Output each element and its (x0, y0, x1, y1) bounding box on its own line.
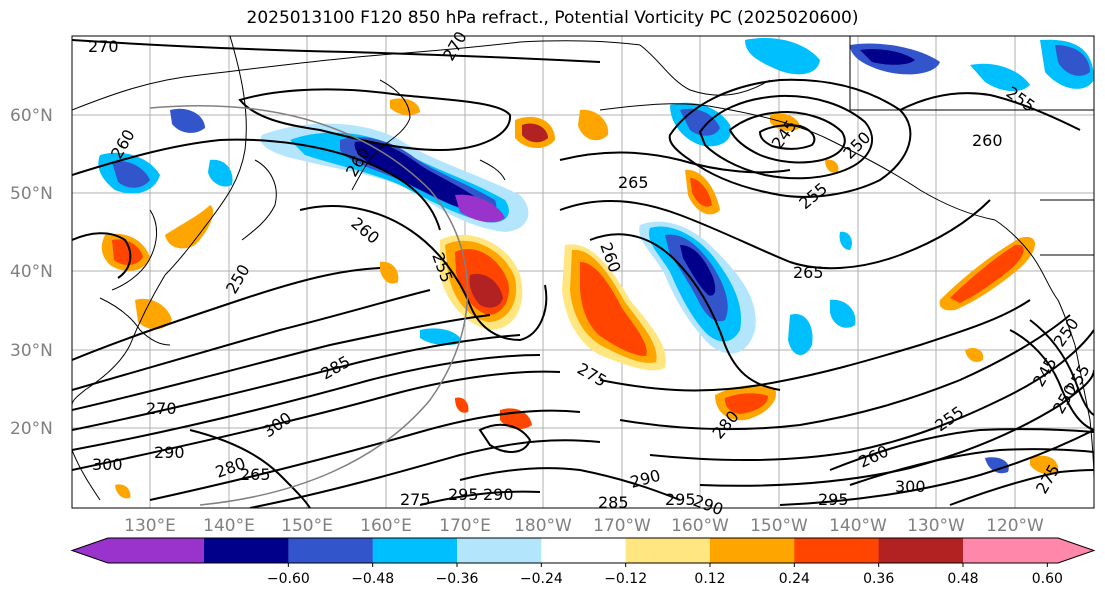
contour-label: 265 (793, 263, 824, 282)
refractivity-contours (72, 39, 1094, 508)
map-frame (71, 35, 1095, 509)
colorbar-segment (794, 538, 880, 563)
contour-label: 300 (895, 477, 926, 496)
colorbar-segment (372, 538, 458, 563)
colorbar-extend-low (72, 538, 204, 563)
lon-label: 130°E (124, 516, 176, 536)
contour-label: 290 (154, 443, 185, 462)
colorbar-tick-label: −0.24 (520, 571, 563, 587)
lon-label: 130°W (907, 516, 965, 536)
lon-label: 160°W (671, 516, 729, 536)
contour-label: 265 (618, 173, 649, 192)
colorbar-tick-label: 0.24 (779, 571, 810, 587)
lon-label: 170°E (439, 516, 491, 536)
contour-label: 275 (400, 490, 431, 509)
colorbar-tick-label: 0.60 (1032, 571, 1063, 587)
lon-label: 170°W (593, 516, 651, 536)
colorbar-segment (710, 538, 795, 563)
contour-label: 295 (665, 490, 696, 509)
lat-label: 60°N (10, 106, 53, 126)
colorbar-tick-label: −0.36 (436, 571, 479, 587)
colorbar-segment (625, 538, 711, 563)
colorbar-tick-label: −0.60 (267, 571, 310, 587)
contour-label: 300 (92, 455, 123, 474)
lon-label: 150°E (281, 516, 333, 536)
contour-label: 270 (146, 399, 177, 418)
lat-label: 20°N (10, 419, 53, 439)
contour-label: 295 (448, 485, 479, 504)
colorbar-outline (70, 537, 1096, 564)
colorbar: −0.60 −0.48 −0.36 −0.24 −0.12 0.12 0.24 0.36 0.4… (70, 537, 1096, 587)
colorbar-tick-label: −0.48 (351, 571, 394, 587)
contour-label: 260 (972, 131, 1003, 150)
colorbar-segment (541, 538, 627, 563)
lon-label: 150°W (750, 516, 808, 536)
lat-label: 30°N (10, 341, 53, 361)
contour-label: 290 (483, 485, 514, 504)
contour-label: 270 (88, 37, 119, 56)
lat-label: 50°N (10, 184, 53, 204)
contour-label: 295 (818, 490, 849, 509)
pv-positive-anomalies (101, 98, 1059, 499)
lon-label: 160°E (360, 516, 412, 536)
colorbar-segment (457, 538, 542, 563)
lon-label: 120°W (986, 516, 1044, 536)
colorbar-tick-label: −0.12 (604, 571, 647, 587)
lon-label: 180°W (514, 516, 572, 536)
lon-label: 140°W (829, 516, 887, 536)
colorbar-tick-label: 0.48 (947, 571, 978, 587)
colorbar-extend-high (963, 538, 1094, 563)
longitude-labels: 130°E 140°E 150°E 160°E 170°E 180°W 170°… (124, 516, 1044, 536)
lat-label: 40°N (10, 262, 53, 282)
great-circle-arc (149, 104, 469, 506)
colorbar-segment (288, 538, 374, 563)
contour-label: 265 (240, 465, 271, 484)
latitude-labels: 60°N 50°N 40°N 30°N 20°N (10, 106, 53, 439)
colorbar-tick-label: 0.36 (863, 571, 894, 587)
coastlines (72, 36, 1094, 501)
colorbar-segment (878, 538, 964, 563)
map-content (72, 36, 1094, 508)
colorbar-tick-label: 0.12 (694, 571, 725, 587)
colorbar-segment (204, 538, 289, 563)
map-title: 2025013100 F120 850 hPa refract., Potent… (246, 8, 859, 28)
contour-label: 285 (598, 493, 629, 512)
lon-label: 140°E (203, 516, 255, 536)
